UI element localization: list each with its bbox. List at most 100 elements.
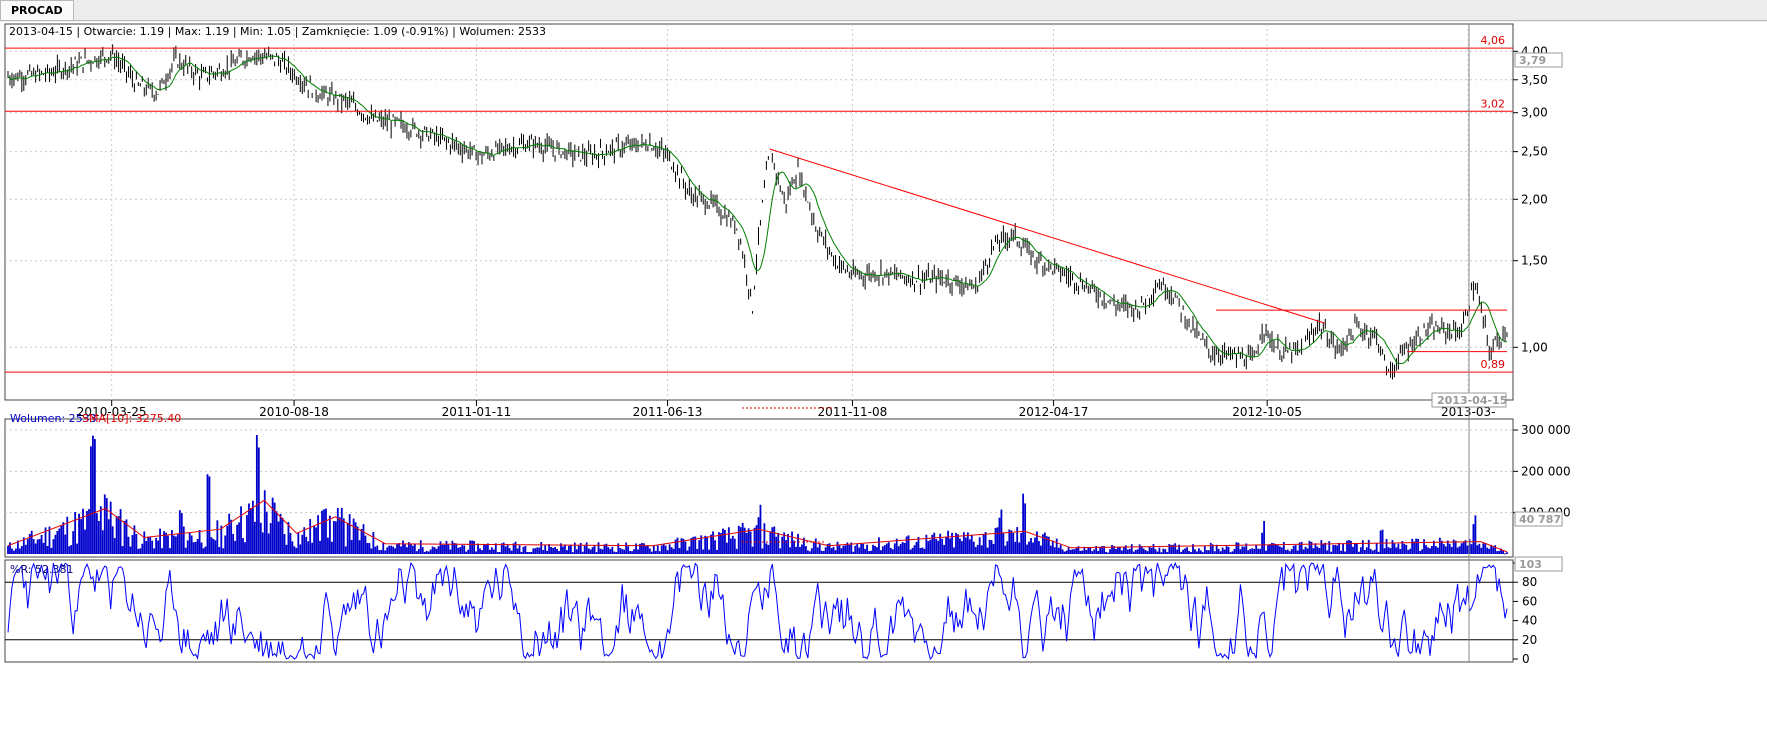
volume-bar (1498, 550, 1501, 554)
volume-bar (1480, 547, 1483, 554)
volume-bar (575, 549, 578, 554)
cursor-volume: 40 787 (1519, 513, 1561, 526)
volume-bar (1436, 547, 1439, 554)
volume-bar (562, 546, 564, 554)
volume-bar (1472, 524, 1475, 554)
volume-bar (684, 541, 687, 554)
volume-bar (1063, 551, 1066, 554)
volume-bar (1247, 550, 1250, 554)
volume-bar (1369, 548, 1372, 554)
volume-bar (143, 531, 146, 554)
chart-area[interactable]: 4,00 3,50 3,00 2,50 2,00 1,50 1,00 2010-03-25 2… (0, 22, 1767, 735)
volume-bar (1194, 549, 1196, 554)
volume-bar (814, 538, 817, 554)
volume-bar (421, 547, 424, 554)
volume-bar (1087, 546, 1090, 554)
volume-bar (882, 546, 884, 554)
volume-bar (1324, 542, 1327, 554)
volume-bar (1393, 543, 1396, 554)
wr-tick-label: 80 (1522, 575, 1537, 589)
volume-bar (153, 548, 156, 554)
volume-bar (210, 537, 213, 554)
volume-bar (850, 542, 853, 554)
volume-bar (607, 547, 610, 554)
volume-bar (974, 547, 977, 554)
volume-bar (1373, 549, 1376, 554)
volume-bar (1433, 540, 1435, 554)
volume-bar (32, 539, 35, 554)
volume-bar (240, 506, 242, 554)
volume-bar (186, 540, 189, 554)
volume-bar (95, 513, 98, 554)
volume-bar (528, 551, 531, 554)
volume-bar (455, 543, 458, 554)
price-sma-line (7, 55, 1508, 364)
volume-bar (749, 531, 752, 554)
volume-bar (1490, 544, 1493, 554)
volume-bar (694, 536, 697, 554)
volume-bar (729, 538, 732, 554)
volume-bar (437, 546, 440, 554)
volume-bar (1425, 545, 1427, 554)
volume-bar (1107, 552, 1109, 554)
volume-bar (830, 548, 833, 554)
volume-bar (566, 550, 568, 554)
info-bar: 2013-04-15 | Otwarcie: 1.19 | Max: 1.19 … (9, 25, 546, 38)
volume-bar (28, 533, 31, 554)
volume-bar (733, 538, 736, 554)
volume-bar (344, 546, 347, 554)
sma-legend: SMA[10]: 3275.40 (82, 412, 181, 425)
volume-bar (832, 546, 835, 554)
volume-bar (16, 540, 19, 554)
volume-bar (579, 542, 582, 554)
volume-bar (682, 538, 685, 554)
trendline[interactable] (769, 148, 1325, 324)
volume-bar (151, 540, 154, 554)
volume-bar (9, 542, 11, 554)
volume-bar (801, 544, 803, 554)
volume-tick-label: 200 000 (1521, 464, 1571, 478)
volume-bar (334, 521, 337, 554)
volume-bar (1032, 542, 1034, 554)
volume-bar (1122, 546, 1125, 554)
volume-bar (80, 519, 82, 554)
volume-bar (781, 536, 784, 554)
volume-bar (133, 525, 136, 554)
volume-bar (1484, 543, 1487, 554)
volume-bar (935, 539, 938, 554)
volume-bar (40, 535, 43, 554)
volume-bar (275, 511, 278, 554)
volume-bar (321, 510, 323, 554)
volume-bar (558, 551, 560, 554)
volume-bar (1071, 549, 1074, 554)
volume-bar (1504, 553, 1506, 555)
volume-bar (1415, 538, 1418, 554)
volume-bar (548, 544, 551, 554)
volume-bar (165, 532, 167, 554)
volume-bar (836, 541, 839, 554)
volume-bar (30, 530, 33, 554)
volume-bar (200, 542, 203, 554)
volume-bar (267, 533, 270, 554)
stock-chart[interactable]: 4,003,503,002,502,001,501,00 2010-03-25 2… (0, 22, 1767, 735)
volume-bar (449, 549, 452, 554)
volume-bar (1235, 542, 1238, 554)
volume-bar (257, 447, 260, 554)
volume-bar (172, 535, 175, 554)
volume-bar (1024, 503, 1027, 554)
volume-bar (939, 533, 942, 554)
volume-bar (107, 519, 110, 554)
volume-bar (1470, 544, 1473, 554)
tab-procad[interactable]: PROCAD (0, 0, 74, 20)
volume-bar (1342, 543, 1344, 554)
volume-bar (658, 551, 661, 554)
volume-bar (668, 544, 671, 554)
volume-bar (724, 529, 726, 554)
volume-bar (1359, 547, 1362, 554)
volume-bar (652, 546, 655, 554)
volume-bar (1298, 542, 1301, 554)
volume-bar (380, 549, 383, 554)
volume-bar (540, 542, 543, 554)
volume-bar (182, 526, 185, 554)
volume-bar (232, 533, 235, 554)
